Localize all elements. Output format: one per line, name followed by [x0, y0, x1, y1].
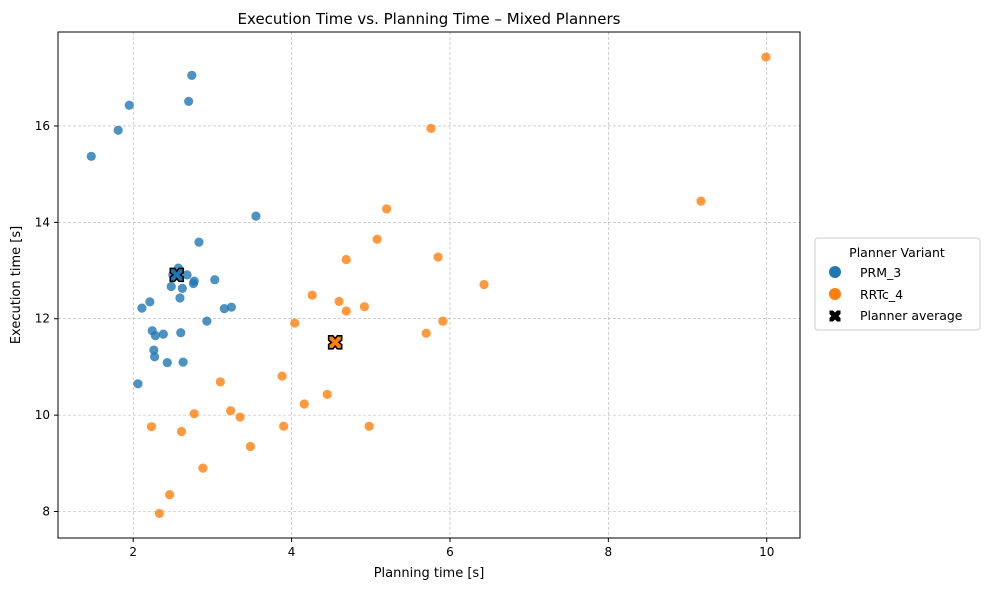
- data-point: [202, 316, 212, 326]
- x-tick-label: 4: [288, 545, 296, 559]
- legend: Planner Variant PRM_3 RRTc_4 Planner ave…: [814, 237, 981, 331]
- data-point: [322, 389, 332, 399]
- plot-frame: [57, 31, 801, 539]
- y-tick-label: 12: [35, 312, 50, 326]
- data-point: [137, 303, 147, 313]
- data-point: [113, 125, 123, 135]
- data-point: [154, 508, 164, 519]
- chart-title: Execution Time vs. Planning Time – Mixed…: [238, 10, 621, 28]
- data-point: [182, 270, 192, 280]
- data-point: [341, 306, 351, 316]
- data-point: [299, 399, 309, 409]
- x-tick-label: 2: [129, 545, 137, 559]
- data-point: [215, 377, 225, 387]
- legend-label-average: Planner average: [860, 308, 963, 323]
- y-tick-label: 8: [42, 504, 50, 518]
- data-point: [479, 279, 489, 290]
- data-point: [187, 70, 197, 80]
- series-prm3: [86, 70, 261, 389]
- legend-marker-average: [829, 310, 841, 322]
- data-point: [145, 297, 155, 307]
- data-point: [334, 296, 344, 306]
- data-point: [165, 490, 175, 500]
- x-axis-label: Planning time [s]: [374, 566, 485, 581]
- legend-marker-prm3: [829, 266, 841, 278]
- data-point: [175, 293, 185, 303]
- data-point: [251, 211, 261, 221]
- average-markers: [169, 267, 343, 350]
- data-point: [359, 302, 370, 312]
- data-point: [433, 252, 443, 262]
- data-point: [176, 426, 187, 437]
- data-points: [86, 52, 771, 519]
- data-point: [341, 254, 351, 265]
- data-point: [438, 316, 448, 326]
- data-point: [426, 123, 436, 133]
- data-point: [149, 345, 159, 355]
- series-rrtc4: [146, 52, 771, 519]
- legend-marker-rrtc4: [829, 288, 841, 300]
- data-point: [176, 328, 186, 338]
- data-point: [124, 100, 134, 110]
- data-point: [279, 421, 289, 431]
- y-tick-label: 10: [35, 408, 50, 422]
- data-point: [307, 290, 317, 300]
- data-point: [189, 409, 199, 419]
- y-tick-label: 14: [35, 215, 50, 229]
- data-point: [133, 379, 143, 389]
- data-point: [188, 278, 199, 289]
- data-point: [184, 96, 194, 106]
- data-point: [226, 302, 237, 312]
- average-marker: [169, 267, 185, 283]
- data-point: [421, 328, 431, 338]
- data-point: [761, 52, 771, 62]
- average-marker: [327, 335, 343, 350]
- legend-label-rrtc4: RRTc_4: [860, 287, 903, 302]
- legend-box: [814, 237, 981, 331]
- legend-title: Planner Variant: [849, 245, 945, 260]
- data-point: [158, 329, 168, 339]
- y-tick-label: 16: [35, 119, 50, 133]
- legend-label-prm3: PRM_3: [860, 265, 901, 280]
- axis-ticks: 2 4 6 8 10 8 10 12 14 16: [35, 119, 775, 559]
- data-point: [290, 318, 300, 328]
- data-point: [277, 371, 287, 381]
- data-point: [382, 204, 392, 214]
- data-point: [194, 237, 204, 247]
- data-point: [166, 281, 176, 292]
- data-point: [86, 151, 96, 161]
- data-point: [235, 412, 245, 422]
- data-point: [150, 331, 161, 341]
- data-point: [219, 304, 229, 314]
- data-point: [226, 406, 236, 416]
- data-point: [198, 463, 208, 473]
- x-tick-label: 8: [605, 545, 613, 559]
- data-point: [364, 421, 374, 431]
- data-point: [146, 422, 157, 432]
- x-tick-label: 6: [446, 545, 454, 559]
- data-point: [210, 275, 220, 285]
- data-point: [372, 234, 382, 244]
- data-point: [245, 441, 256, 452]
- data-point: [150, 352, 160, 362]
- data-point: [162, 357, 172, 368]
- y-axis-label: Execution time [s]: [9, 226, 24, 344]
- data-point: [178, 357, 188, 367]
- data-point: [696, 196, 706, 206]
- x-tick-label: 10: [759, 545, 774, 559]
- data-point: [177, 283, 187, 293]
